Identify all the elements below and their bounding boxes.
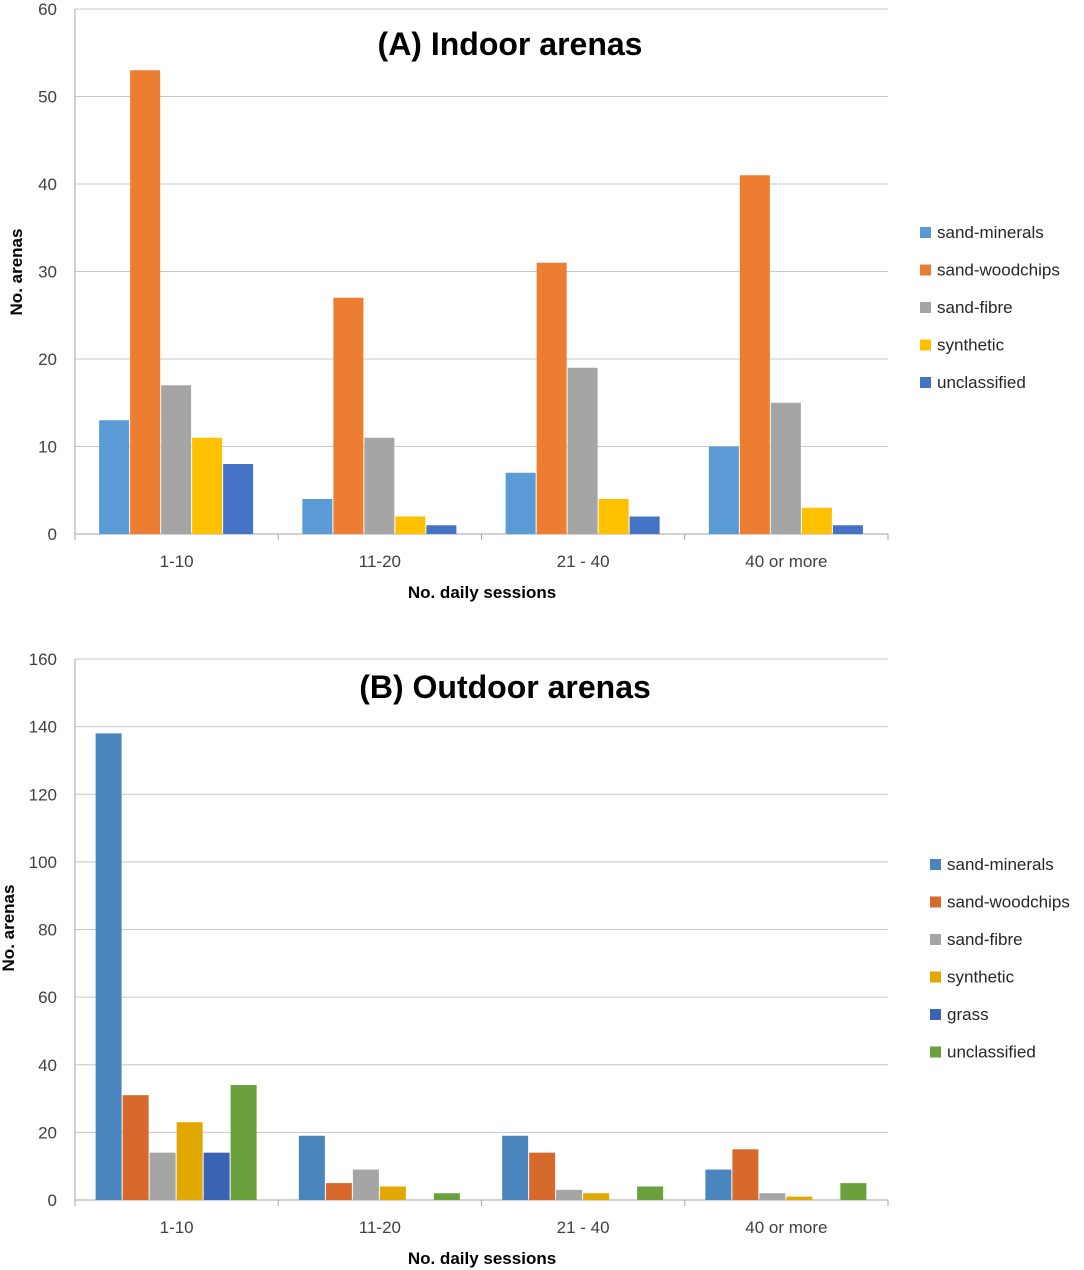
y-tick-label: 10 [38,438,57,457]
bar-sand-minerals [502,1135,529,1200]
y-tick-label: 30 [38,263,57,282]
bar-synthetic [583,1193,610,1200]
bar-sand-minerals [99,420,130,534]
x-tick-label: 1-10 [160,1218,194,1237]
y-tick-label: 60 [38,0,57,19]
legend-label: grass [947,1005,989,1024]
legend-label: sand-woodchips [937,261,1060,280]
bar-sand-minerals [298,1135,325,1200]
legend-swatch [930,859,941,870]
bar-sand-woodchips [529,1152,556,1200]
legend-swatch [930,1009,941,1020]
y-axis-label: No. arenas [0,885,18,972]
legend-label: sand-minerals [937,223,1044,242]
bar-sand-fibre [149,1152,176,1200]
legend-label: synthetic [937,336,1005,355]
bar-sand-woodchips [739,175,770,534]
y-tick-label: 20 [38,1123,57,1142]
bar-synthetic [176,1122,203,1200]
bar-unclassified [840,1183,867,1200]
bar-unclassified [832,525,863,534]
y-axis-label: No. arenas [7,229,26,316]
legend-swatch [920,302,931,313]
y-tick-label: 120 [29,785,57,804]
bar-sand-fibre [352,1169,379,1200]
x-tick-label: 1-10 [160,552,194,571]
bar-sand-woodchips [325,1183,352,1200]
x-tick-label: 21 - 40 [557,1218,610,1237]
bar-sand-minerals [705,1169,732,1200]
legend-label: sand-woodchips [947,893,1070,912]
bar-synthetic [379,1186,406,1200]
x-tick-label: 40 or more [745,1218,827,1237]
bar-sand-fibre [161,385,192,534]
bar-unclassified [426,525,457,534]
x-tick-label: 11-20 [359,552,401,571]
bar-sand-woodchips [130,70,161,534]
legend-swatch [920,227,931,238]
x-tick-label: 40 or more [745,552,827,571]
y-tick-label: 60 [38,988,57,1007]
bar-sand-fibre [759,1193,786,1200]
bar-unclassified [223,464,254,534]
legend-swatch [930,1046,941,1058]
bar-synthetic [598,499,629,534]
bar-sand-woodchips [333,297,364,534]
bar-sand-fibre [364,437,395,534]
chart-title: (B) Outdoor arenas [359,669,651,705]
bar-unclassified [637,1186,664,1200]
bar-sand-woodchips [732,1149,759,1200]
legend-label: unclassified [947,1043,1036,1062]
bar-unclassified [629,516,660,534]
y-tick-label: 140 [29,718,57,737]
legend-label: synthetic [947,968,1015,987]
chart-outdoor: 0 20 40 60 80 100 120 140 160 1-10 11-20 21 - 40 40 … [0,650,1070,1268]
chart-indoor: 0 10 20 30 40 50 60 1-10 11-20 21 - 40 40 or more (… [7,0,1060,602]
bar-sand-fibre [567,367,598,534]
legend-label: sand-fibre [947,930,1023,949]
x-axis-label: No. daily sessions [408,1249,556,1268]
legend: sand-minerals sand-woodchips sand-fibre syn… [930,855,1070,1062]
bar-unclassified [433,1193,460,1200]
bar-sand-fibre [556,1189,583,1200]
bar-grass [203,1152,230,1200]
legend-swatch [920,377,931,388]
legend-label: sand-fibre [937,298,1013,317]
legend-label: unclassified [937,373,1026,392]
y-tick-label: 40 [38,1056,57,1075]
bar-sand-fibre [770,402,801,534]
x-tick-label: 21 - 40 [557,552,610,571]
bar-synthetic [192,437,223,534]
bar-sand-minerals [95,733,122,1200]
legend-swatch [930,934,941,945]
y-tick-label: 50 [38,88,57,107]
chart-title: (A) Indoor arenas [378,26,643,62]
legend-swatch [930,971,941,983]
legend-swatch [930,896,941,908]
y-tick-label: 20 [38,350,57,369]
legend-label: sand-minerals [947,855,1054,874]
y-tick-label: 80 [38,921,57,940]
legend-swatch [920,339,931,351]
y-tick-label: 0 [48,525,57,544]
bar-synthetic [395,516,426,534]
bar-sand-minerals [708,446,739,534]
bar-unclassified [230,1085,257,1200]
y-tick-label: 160 [29,650,57,669]
bar-synthetic [786,1196,813,1200]
legend: sand-minerals sand-woodchips sand-fibre syn… [920,223,1060,392]
x-tick-label: 11-20 [359,1218,401,1237]
bar-sand-minerals [505,472,536,534]
bar-sand-woodchips [122,1095,149,1200]
bar-synthetic [801,507,832,534]
y-tick-label: 0 [48,1191,57,1210]
bar-sand-minerals [302,499,333,534]
y-tick-label: 40 [38,175,57,194]
y-tick-label: 100 [29,853,57,872]
x-axis-label: No. daily sessions [408,583,556,602]
bar-sand-woodchips [536,262,567,534]
legend-swatch [920,264,931,276]
